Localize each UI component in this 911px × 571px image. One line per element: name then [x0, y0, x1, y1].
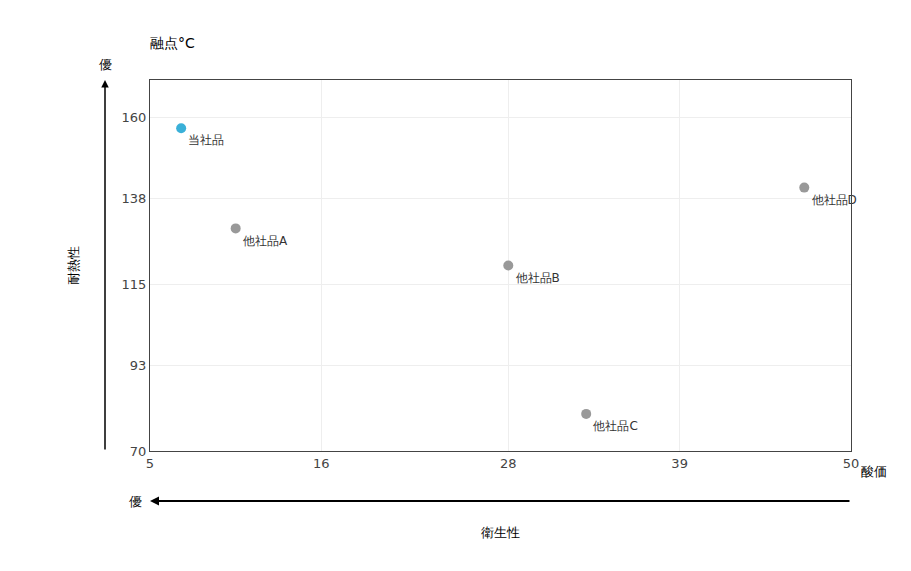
svg-text:他社品D: 他社品D	[812, 193, 857, 207]
svg-text:16: 16	[313, 456, 330, 471]
svg-text:28: 28	[500, 456, 517, 471]
svg-text:138: 138	[122, 191, 147, 206]
svg-text:耐熱性: 耐熱性	[66, 246, 81, 285]
svg-text:115: 115	[122, 277, 147, 292]
svg-text:50: 50	[843, 456, 860, 471]
svg-text:160: 160	[122, 110, 147, 125]
svg-text:衛生性: 衛生性	[481, 525, 520, 540]
svg-text:優: 優	[129, 494, 142, 509]
svg-text:他社品C: 他社品C	[593, 419, 637, 433]
svg-text:他社品A: 他社品A	[243, 234, 288, 248]
svg-text:70: 70	[130, 444, 147, 459]
svg-text:当社品: 当社品	[188, 133, 224, 147]
svg-text:39: 39	[671, 456, 688, 471]
svg-text:5: 5	[146, 456, 154, 471]
svg-text:優: 優	[99, 57, 112, 72]
svg-text:融点°C: 融点°C	[150, 35, 195, 51]
svg-text:酸価: 酸価	[861, 464, 887, 479]
svg-text:93: 93	[130, 358, 147, 373]
svg-text:他社品B: 他社品B	[516, 271, 560, 285]
